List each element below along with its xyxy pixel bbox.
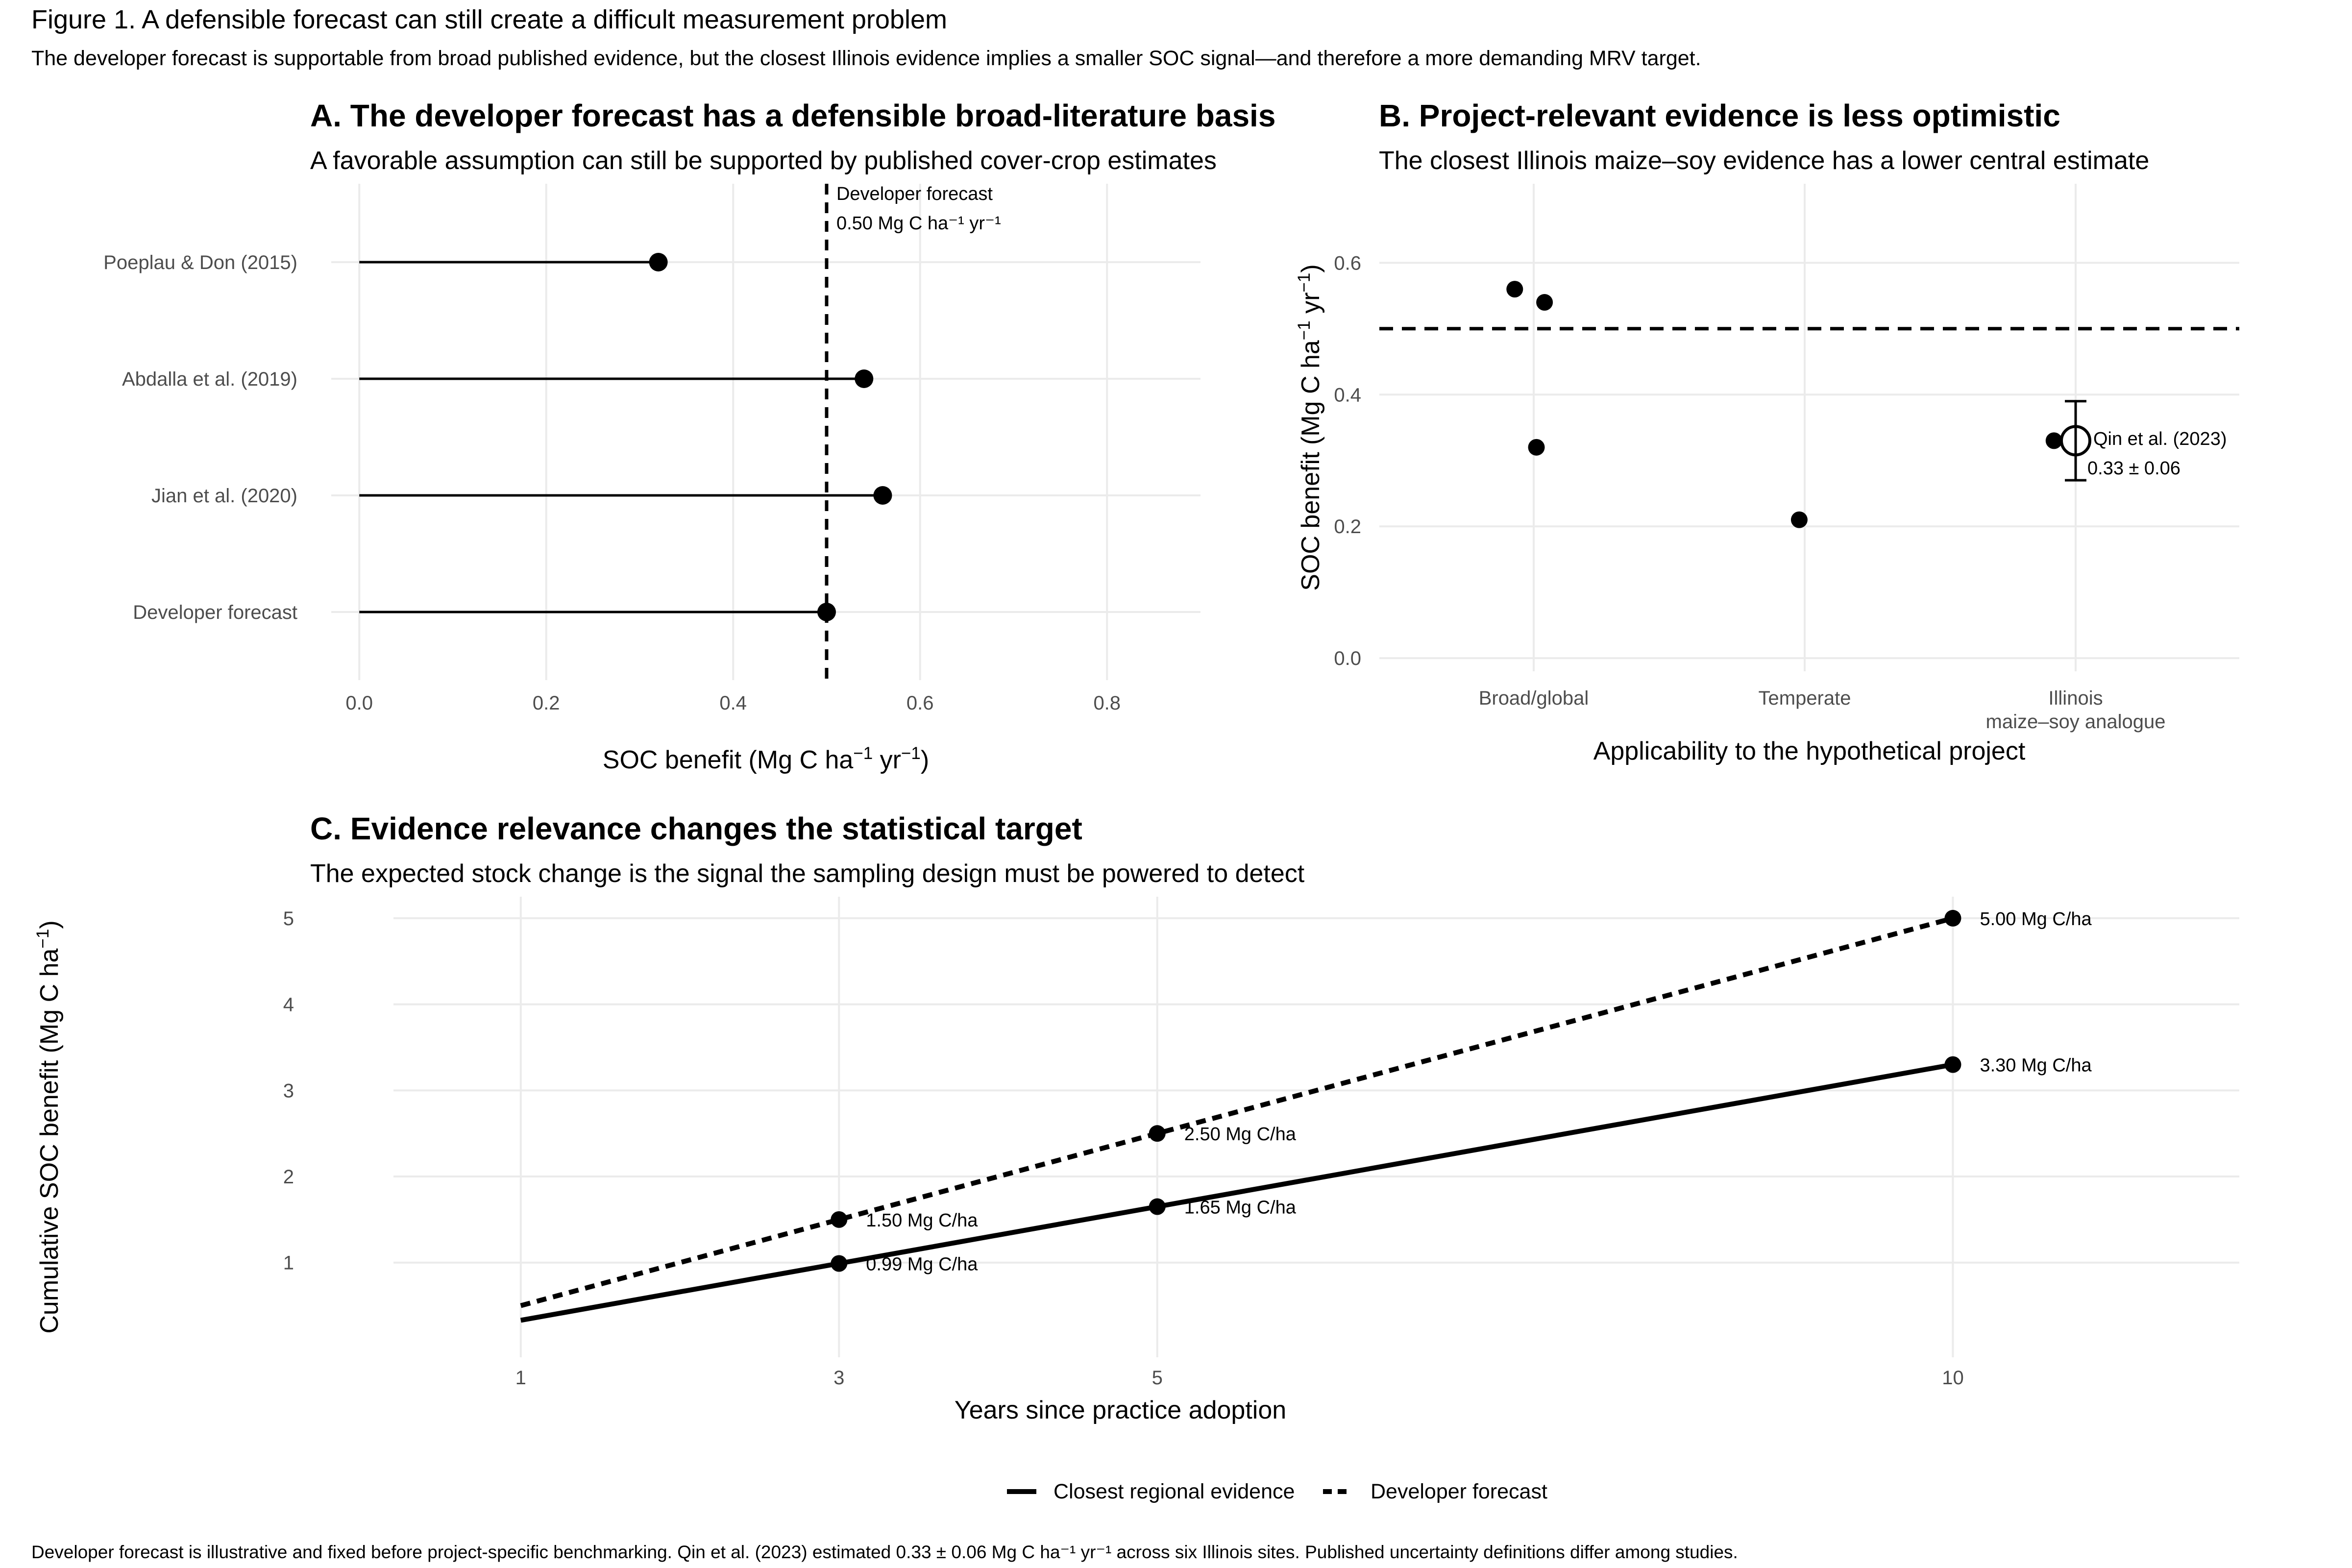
panel-c-x-tick-label: 1 xyxy=(515,1367,526,1389)
panel-b-x-axis-label: Applicability to the hypothetical projec… xyxy=(1593,737,2026,765)
legend-label-forecast: Developer forecast xyxy=(1371,1480,1547,1503)
panel-c-y-tick-label: 1 xyxy=(283,1252,294,1274)
panel-b-point xyxy=(2045,432,2062,449)
panel-b-subtitle: The closest Illinois maize–soy evidence … xyxy=(1379,147,2149,175)
panel-a-point xyxy=(855,369,874,388)
panel-a-x-tick-label: 0.2 xyxy=(533,692,560,714)
panel-c-data-label-regional: 1.65 Mg C/ha xyxy=(1184,1198,1297,1218)
panel-c-y-axis-label: Cumulative SOC benefit (Mg C ha−1) xyxy=(33,920,64,1333)
panel-c-y-tick-label: 2 xyxy=(283,1166,294,1188)
panel-a-category-label: Jian et al. (2020) xyxy=(151,485,297,507)
panel-a-x-axis-label: SOC benefit (Mg C ha−1 yr−1) xyxy=(603,744,929,775)
panel-c-x-axis-label: Years since practice adoption xyxy=(955,1396,1286,1424)
panel-a-point xyxy=(873,486,892,505)
panel-a-x-tick-label: 0.6 xyxy=(906,692,934,714)
panel-a-plot: 0.0 0.2 0.4 0.6 0.8 Developer forecast 0.50 Mg… xyxy=(103,184,1200,774)
legend-label-regional: Closest regional evidence xyxy=(1054,1480,1295,1503)
panel-b-y-tick-label: 0.2 xyxy=(1334,516,1361,538)
panel-a-x-tick-label: 0.8 xyxy=(1093,692,1121,714)
panel-b-y-tick-label: 0.6 xyxy=(1334,252,1361,274)
panel-c-y-tick-label: 5 xyxy=(283,908,294,930)
panel-c-subtitle: The expected stock change is the signal … xyxy=(310,859,1305,888)
panel-b-x-tick-label: Temperate xyxy=(1759,687,1851,709)
panel-c-point-forecast xyxy=(1149,1125,1166,1142)
panel-b: B. Project-relevant evidence is less opt… xyxy=(1295,98,2239,765)
panel-b-x-tick-sublabel: maize–soy analogue xyxy=(1986,711,2166,733)
panel-c-point-regional xyxy=(1944,1056,1961,1073)
panel-a-category-label: Abdalla et al. (2019) xyxy=(122,368,297,390)
figure-title: Figure 1. A defensible forecast can stil… xyxy=(31,5,947,34)
panel-b-plot: 0.0 0.2 0.4 0.6 Broad/global Temperate Illinoi… xyxy=(1295,184,2239,765)
panel-c-y-tick-label: 3 xyxy=(283,1080,294,1102)
panel-c-point-regional xyxy=(831,1255,848,1272)
panel-a-x-tick-label: 0.0 xyxy=(345,692,373,714)
panel-b-title: B. Project-relevant evidence is less opt… xyxy=(1379,98,2060,133)
panel-a-point xyxy=(649,253,668,271)
panel-b-x-tick-label: Illinois xyxy=(2048,687,2103,709)
panel-c-data-label-forecast: 1.50 Mg C/ha xyxy=(866,1210,978,1231)
panel-c-plot: 1 2 3 4 5 1 3 5 10 0.99 Mg C/ha 1.65 Mg C/ha 3.30 M… xyxy=(33,897,2239,1424)
panel-c-x-tick-label: 3 xyxy=(833,1367,844,1389)
figure-caption: Developer forecast is illustrative and f… xyxy=(31,1542,1738,1562)
panel-c-line-forecast xyxy=(520,916,1954,1308)
panel-c-point-forecast xyxy=(1944,909,1961,927)
figure-subtitle: The developer forecast is supportable fr… xyxy=(31,47,1701,70)
legend: Closest regional evidence Developer fore… xyxy=(1007,1480,1547,1503)
panel-a-x-tick-label: 0.4 xyxy=(719,692,747,714)
panel-c-y-tick-label: 4 xyxy=(283,994,294,1016)
panel-b-highlight-point xyxy=(2060,425,2091,457)
panel-b-highlight-value: 0.33 ± 0.06 xyxy=(2087,458,2180,479)
panel-b-x-tick-label: Broad/global xyxy=(1479,687,1589,709)
panel-b-point xyxy=(1506,281,1523,298)
panel-a-reference-label: Developer forecast xyxy=(836,184,993,204)
panel-c-point-regional xyxy=(1149,1198,1166,1215)
panel-b-y-tick-label: 0.0 xyxy=(1334,648,1361,669)
panel-c-data-label-forecast: 5.00 Mg C/ha xyxy=(1980,909,2092,930)
panel-c-line-regional xyxy=(520,1062,1954,1323)
panel-a-category-label: Developer forecast xyxy=(133,602,297,623)
panel-c-data-label-regional: 3.30 Mg C/ha xyxy=(1980,1055,2092,1076)
panel-c-point-forecast xyxy=(831,1211,848,1228)
panel-a: A. The developer forecast has a defensib… xyxy=(103,98,1275,774)
panel-b-y-axis-label: SOC benefit (Mg C ha−1 yr−1) xyxy=(1295,264,1325,590)
panel-b-point xyxy=(1528,439,1545,456)
panel-b-y-tick-label: 0.4 xyxy=(1334,384,1361,406)
panel-c: C. Evidence relevance changes the statis… xyxy=(33,811,2239,1424)
panel-c-x-tick-label: 5 xyxy=(1152,1367,1163,1389)
panel-a-point xyxy=(817,603,836,621)
panel-a-reference-value: 0.50 Mg C ha⁻¹ yr⁻¹ xyxy=(836,213,1001,234)
panel-c-data-label-regional: 0.99 Mg C/ha xyxy=(866,1254,978,1274)
panel-c-title: C. Evidence relevance changes the statis… xyxy=(310,811,1082,846)
panel-a-subtitle: A favorable assumption can still be supp… xyxy=(310,147,1217,175)
panel-a-category-label: Poeplau & Don (2015) xyxy=(103,252,297,273)
panel-b-highlight-label: Qin et al. (2023) xyxy=(2093,429,2227,449)
panel-c-data-label-forecast: 2.50 Mg C/ha xyxy=(1184,1124,1297,1145)
panel-b-point xyxy=(1536,294,1553,311)
panel-a-title: A. The developer forecast has a defensib… xyxy=(310,98,1275,133)
panel-b-point xyxy=(1790,511,1808,528)
panel-c-x-tick-label: 10 xyxy=(1942,1367,1964,1389)
